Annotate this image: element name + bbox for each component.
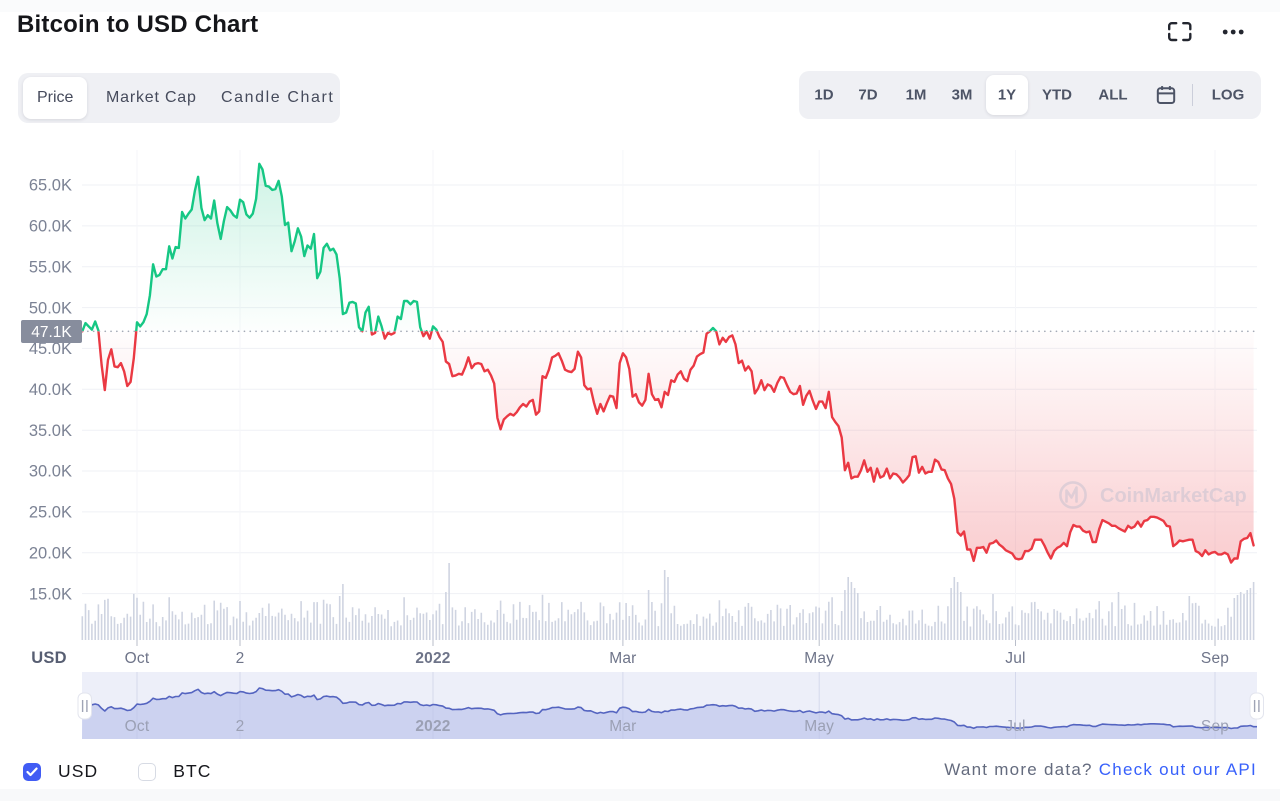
svg-text:45.0K: 45.0K: [29, 340, 72, 358]
svg-text:50.0K: 50.0K: [29, 299, 72, 317]
svg-text:Mar: Mar: [609, 650, 636, 667]
svg-text:Oct: Oct: [125, 718, 150, 735]
svg-text:2: 2: [236, 650, 245, 667]
svg-text:Jul: Jul: [1005, 718, 1025, 735]
svg-text:Sep: Sep: [1201, 650, 1229, 667]
svg-text:20.0K: 20.0K: [29, 544, 72, 562]
svg-text:65.0K: 65.0K: [29, 177, 72, 195]
svg-text:May: May: [804, 718, 834, 735]
svg-text:2: 2: [236, 718, 245, 735]
svg-text:Oct: Oct: [125, 650, 150, 667]
svg-text:47.1K: 47.1K: [31, 324, 72, 341]
svg-text:CoinMarketCap: CoinMarketCap: [1100, 485, 1247, 507]
svg-text:USD: USD: [31, 649, 66, 667]
svg-text:Sep: Sep: [1201, 718, 1229, 735]
svg-text:Mar: Mar: [609, 718, 636, 735]
svg-text:2022: 2022: [415, 718, 450, 735]
svg-text:25.0K: 25.0K: [29, 504, 72, 522]
svg-text:60.0K: 60.0K: [29, 218, 72, 236]
svg-text:30.0K: 30.0K: [29, 463, 72, 481]
svg-text:15.0K: 15.0K: [29, 585, 72, 603]
svg-text:2022: 2022: [415, 650, 450, 667]
svg-text:35.0K: 35.0K: [29, 422, 72, 440]
svg-text:May: May: [804, 650, 834, 667]
svg-text:55.0K: 55.0K: [29, 258, 72, 276]
svg-text:Jul: Jul: [1005, 650, 1025, 667]
svg-text:40.0K: 40.0K: [29, 381, 72, 399]
